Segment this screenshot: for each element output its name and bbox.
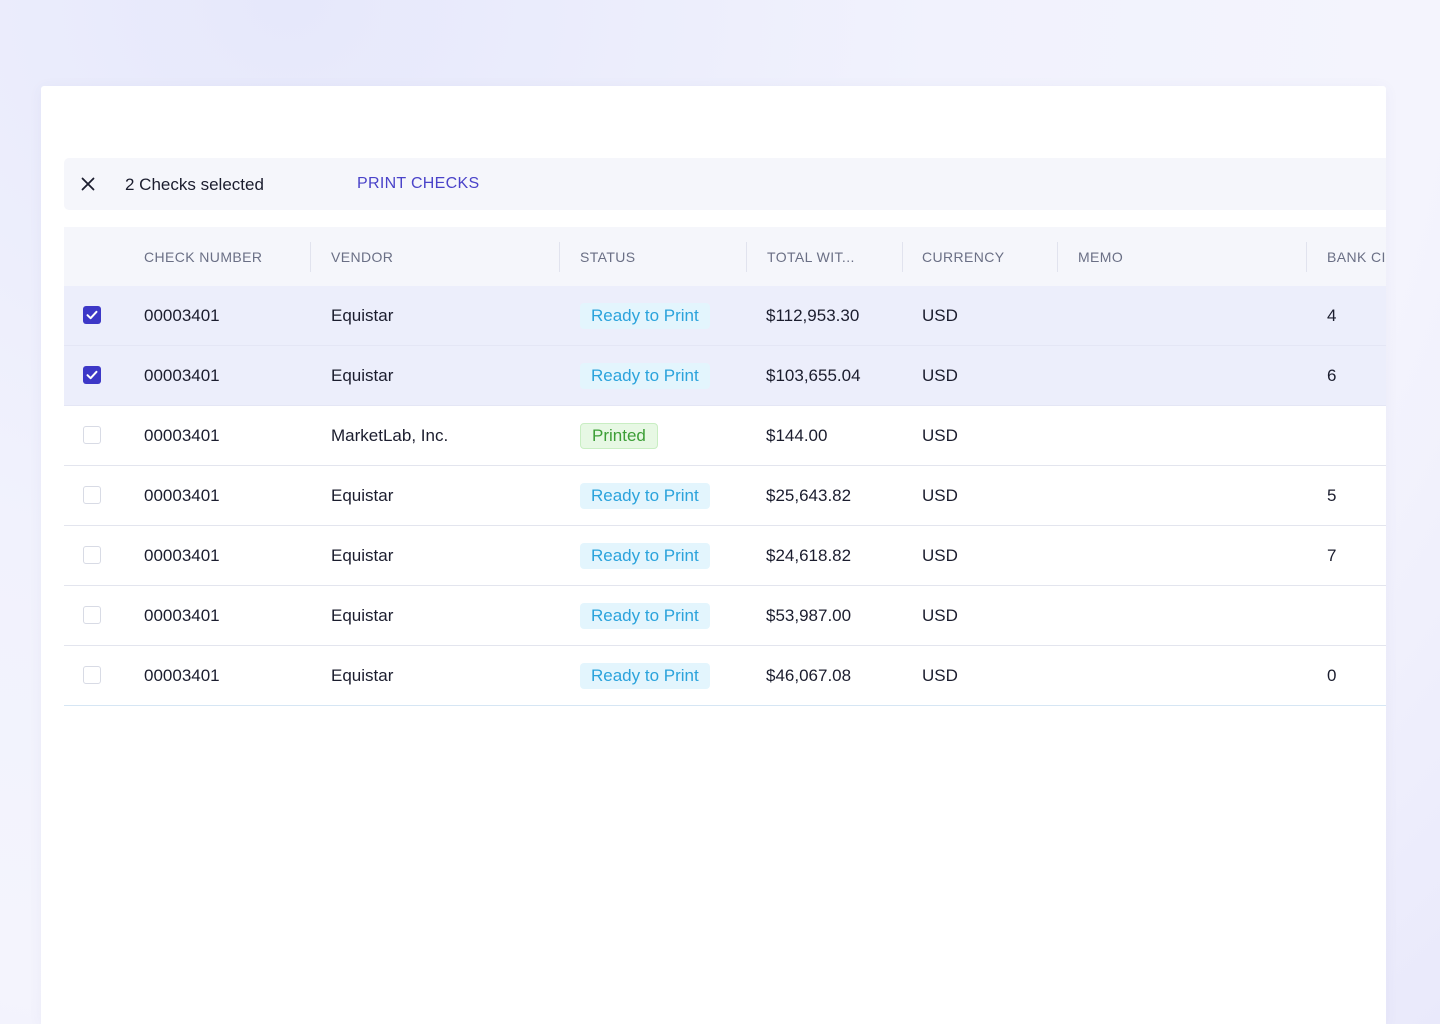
vendor-cell: Equistar <box>331 546 394 565</box>
close-selection-button[interactable] <box>78 174 98 194</box>
vendor-cell: Equistar <box>331 486 394 505</box>
check-number-cell: 00003401 <box>144 546 220 565</box>
column-resize-handle[interactable] <box>559 242 560 272</box>
total-cell: $46,067.08 <box>766 666 852 685</box>
check-number-cell: 00003401 <box>144 306 220 325</box>
table-row[interactable]: 00003401 MarketLab, Inc. Printed $144.00… <box>64 406 1386 466</box>
column-resize-handle[interactable] <box>310 242 311 272</box>
bank-cell: 7 <box>1327 546 1337 565</box>
column-resize-handle[interactable] <box>1057 242 1058 272</box>
status-badge: Ready to Print <box>580 363 710 389</box>
bank-cell: 4 <box>1327 306 1337 325</box>
status-badge: Ready to Print <box>580 483 710 509</box>
vendor-cell: MarketLab, Inc. <box>331 426 449 445</box>
total-cell: $144.00 <box>766 426 828 445</box>
currency-cell: USD <box>922 366 958 385</box>
check-number-cell: 00003401 <box>144 606 220 625</box>
checkmark-icon <box>86 370 98 380</box>
total-cell: $103,655.04 <box>766 366 861 385</box>
row-checkbox[interactable] <box>83 486 101 504</box>
total-cell: $53,987.00 <box>766 606 852 625</box>
currency-cell: USD <box>922 306 958 325</box>
status-badge: Ready to Print <box>580 303 710 329</box>
row-checkbox[interactable] <box>83 366 101 384</box>
checks-table: CHECK NUMBER VENDOR STATUS TOTAL WIT... … <box>64 227 1386 706</box>
selected-count-label: 2 Checks selected <box>125 175 264 194</box>
currency-cell: USD <box>922 486 958 505</box>
column-header-status[interactable]: STATUS <box>580 249 636 265</box>
check-number-cell: 00003401 <box>144 366 220 385</box>
column-header-check-number[interactable]: CHECK NUMBER <box>144 249 263 265</box>
table-header: CHECK NUMBER VENDOR STATUS TOTAL WIT... … <box>64 227 1386 286</box>
currency-cell: USD <box>922 546 958 565</box>
column-header-total[interactable]: TOTAL WIT... <box>767 249 855 265</box>
column-header-currency[interactable]: CURRENCY <box>922 249 1005 265</box>
vendor-cell: Equistar <box>331 366 394 385</box>
status-badge: Ready to Print <box>580 603 710 629</box>
column-resize-handle[interactable] <box>746 242 747 272</box>
table-row[interactable]: 00003401 Equistar Ready to Print $24,618… <box>64 526 1386 586</box>
row-checkbox[interactable] <box>83 306 101 324</box>
table-row[interactable]: 00003401 Equistar Ready to Print $25,643… <box>64 466 1386 526</box>
column-resize-handle[interactable] <box>902 242 903 272</box>
total-cell: $24,618.82 <box>766 546 852 565</box>
column-resize-handle[interactable] <box>1306 242 1307 272</box>
total-cell: $112,953.30 <box>766 306 860 325</box>
status-badge: Ready to Print <box>580 543 710 569</box>
currency-cell: USD <box>922 426 958 445</box>
check-number-cell: 00003401 <box>144 666 220 685</box>
checkmark-icon <box>86 310 98 320</box>
close-icon <box>81 177 95 191</box>
table-row[interactable]: 00003401 Equistar Ready to Print $103,65… <box>64 346 1386 406</box>
total-cell: $25,643.82 <box>766 486 852 505</box>
check-number-cell: 00003401 <box>144 426 220 445</box>
table-row[interactable]: 00003401 Equistar Ready to Print $112,95… <box>64 286 1386 346</box>
vendor-cell: Equistar <box>331 306 394 325</box>
vendor-cell: Equistar <box>331 666 394 685</box>
row-checkbox[interactable] <box>83 666 101 684</box>
column-header-memo[interactable]: MEMO <box>1078 249 1124 265</box>
status-badge: Printed <box>580 423 658 449</box>
status-badge: Ready to Print <box>580 663 710 689</box>
column-header-vendor[interactable]: VENDOR <box>331 249 394 265</box>
column-header-bank[interactable]: BANK CI <box>1327 249 1386 265</box>
table-row[interactable]: 00003401 Equistar Ready to Print $46,067… <box>64 646 1386 706</box>
row-checkbox[interactable] <box>83 606 101 624</box>
table-row[interactable]: 00003401 Equistar Ready to Print $53,987… <box>64 586 1386 646</box>
bank-cell: 0 <box>1327 666 1337 685</box>
selection-bar: 2 Checks selected PRINT CHECKS <box>64 158 1386 210</box>
check-number-cell: 00003401 <box>144 486 220 505</box>
checks-panel: 2 Checks selected PRINT CHECKS CHECK NUM… <box>41 86 1386 1024</box>
print-checks-button[interactable]: PRINT CHECKS <box>357 175 480 192</box>
bank-cell: 6 <box>1327 366 1337 385</box>
row-checkbox[interactable] <box>83 426 101 444</box>
bank-cell: 5 <box>1327 486 1337 505</box>
currency-cell: USD <box>922 606 958 625</box>
currency-cell: USD <box>922 666 958 685</box>
vendor-cell: Equistar <box>331 606 394 625</box>
row-checkbox[interactable] <box>83 546 101 564</box>
